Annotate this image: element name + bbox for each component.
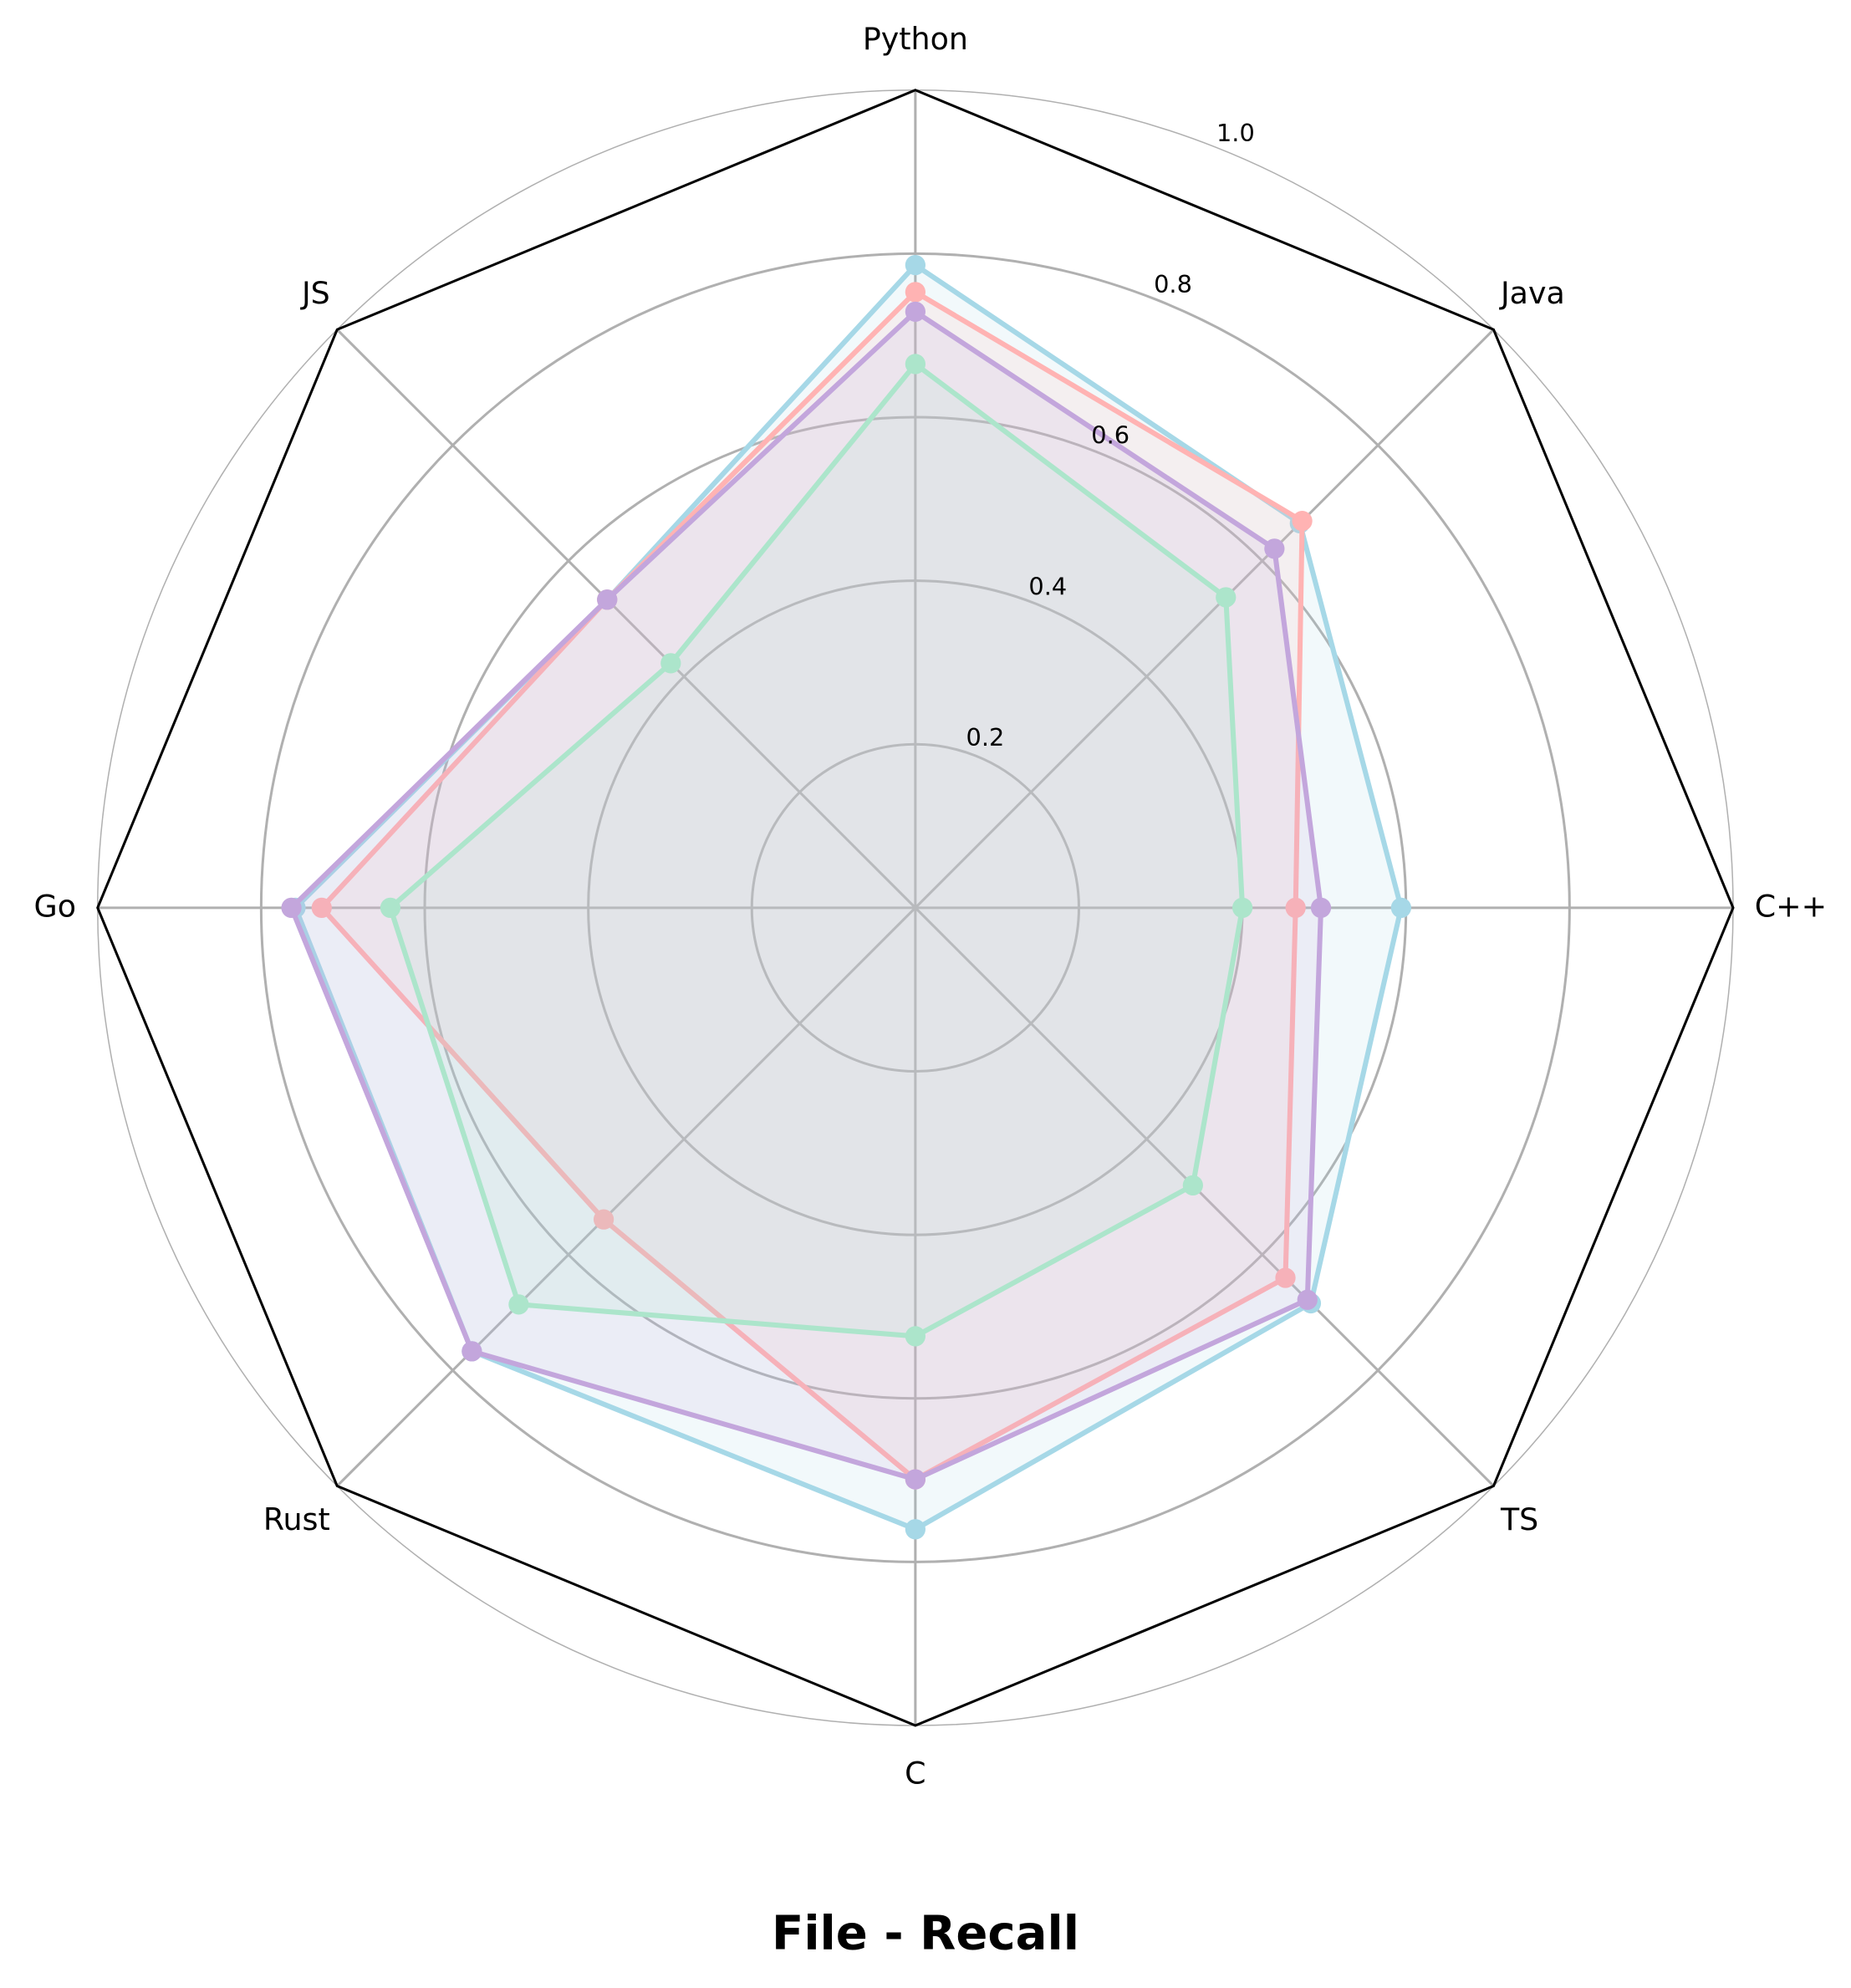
- data-point: [905, 1469, 926, 1490]
- r-tick-label: 0.6: [1091, 421, 1129, 450]
- spoke: [914, 329, 1495, 909]
- data-point: [1285, 897, 1306, 919]
- data-point: [905, 301, 926, 322]
- data-point: [597, 589, 618, 610]
- r-tick-label: 0.4: [1028, 572, 1067, 600]
- data-point: [281, 897, 302, 919]
- data-point: [593, 1209, 614, 1230]
- data-point: [311, 897, 332, 919]
- data-point: [1216, 587, 1237, 608]
- category-label: C: [905, 1756, 926, 1792]
- chart-title: File - Recall: [772, 1906, 1079, 1960]
- frame: [96, 89, 1735, 1727]
- data-point: [905, 254, 926, 276]
- data-point: [660, 653, 681, 674]
- data-point: [1292, 511, 1313, 532]
- category-label: C++: [1755, 888, 1827, 924]
- r-tick-label: 0.8: [1154, 270, 1192, 298]
- data-point: [1297, 1289, 1318, 1310]
- category-label: JS: [300, 275, 330, 311]
- spoke: [336, 329, 916, 909]
- data-point: [1264, 538, 1285, 559]
- data-point: [461, 1341, 482, 1362]
- r-tick-label: 0.2: [966, 723, 1005, 752]
- data-point: [905, 1326, 926, 1347]
- data-point: [380, 897, 401, 919]
- data-point: [1310, 897, 1332, 919]
- spoke: [914, 906, 1495, 1487]
- category-label: TS: [1500, 1501, 1538, 1537]
- data-point: [1275, 1267, 1296, 1288]
- data-point: [1231, 897, 1253, 919]
- data-point: [905, 1519, 926, 1540]
- r-tick-label: 1.0: [1216, 119, 1255, 147]
- category-label: Go: [34, 888, 76, 924]
- spoke: [336, 906, 916, 1487]
- category-label: Python: [863, 21, 968, 57]
- category-label: Rust: [263, 1501, 330, 1537]
- category-label: Java: [1499, 275, 1565, 311]
- data-point: [1390, 897, 1411, 919]
- data-point: [1182, 1175, 1203, 1195]
- series-area: [288, 308, 1324, 1482]
- data-point: [905, 354, 926, 375]
- data-point: [508, 1294, 529, 1315]
- data-point: [905, 282, 926, 303]
